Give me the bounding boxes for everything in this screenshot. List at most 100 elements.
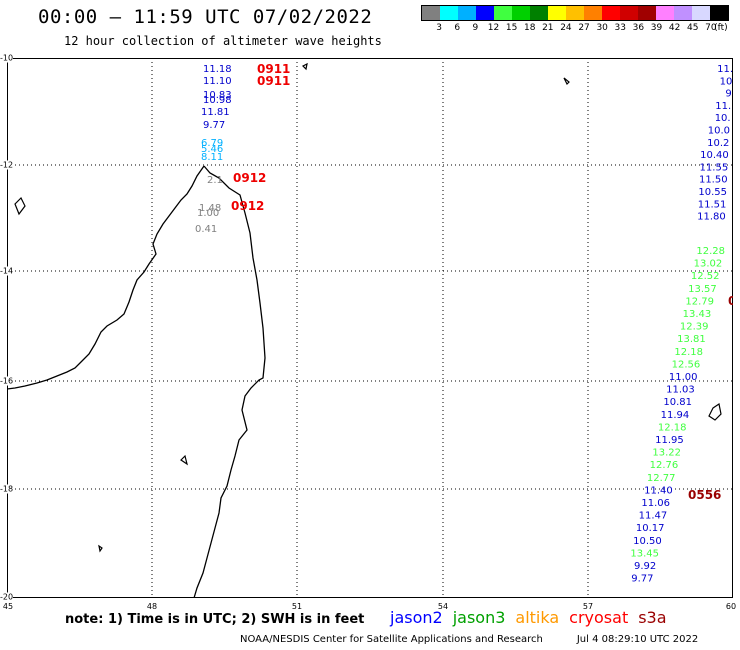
legend-swatch bbox=[566, 6, 584, 20]
legend-color-bar bbox=[421, 5, 729, 21]
swh-value: 1.00 bbox=[197, 208, 219, 219]
swh-value: 6.79 bbox=[201, 138, 223, 149]
legend-swatch bbox=[512, 6, 530, 20]
credit-text: NOAA/NESDIS Center for Satellite Applica… bbox=[240, 634, 543, 645]
lat-label-10: -10 bbox=[0, 53, 14, 63]
swh-value: 13.81 bbox=[677, 334, 706, 345]
swh-value: 9.92 bbox=[634, 561, 656, 572]
legend-swatch bbox=[656, 6, 674, 20]
swh-value: 11.40 bbox=[644, 485, 673, 496]
satellite-cryosat: cryosat bbox=[569, 608, 629, 627]
madagascar-coastline bbox=[7, 165, 266, 598]
swh-value: 11.47 bbox=[639, 511, 668, 522]
swh-value: 13.22 bbox=[652, 448, 681, 459]
legend-swatch bbox=[458, 6, 476, 20]
legend-tick-label: 24 bbox=[560, 23, 572, 33]
lon-label-48: 48 bbox=[146, 602, 158, 611]
legend-tick-label: 39 bbox=[650, 23, 663, 33]
legend-swatch bbox=[422, 6, 440, 20]
swh-value: 11.50 bbox=[699, 175, 728, 186]
legend-ticks: 3 6 9 12 15 18 21 24 27 30 33 36 39 42 45 70 (ft) bbox=[421, 21, 729, 35]
swh-value: 13.45 bbox=[630, 548, 659, 559]
legend-tick-label: 21 bbox=[542, 23, 554, 33]
legend-swatch bbox=[548, 6, 566, 20]
satellite-s3a: s3a bbox=[638, 608, 667, 627]
swh-value: 9 bbox=[725, 89, 731, 100]
swh-value: 10.2 bbox=[707, 138, 729, 149]
legend-tick-label: 6 bbox=[454, 23, 461, 33]
legend-tick-label: 12 bbox=[487, 23, 500, 33]
wave-height-map: 11.1811.1010.8310.9811.819.776.795.468.1… bbox=[7, 58, 733, 598]
swh-value: 8.11 bbox=[201, 152, 223, 163]
swh-value: 1.48 bbox=[199, 203, 221, 214]
generated-timestamp: Jul 4 08:29:10 UTC 2022 bbox=[576, 634, 699, 645]
pass-time-label: 0911 bbox=[257, 74, 290, 88]
color-legend: 3 6 9 12 15 18 21 24 27 30 33 36 39 42 45 70 (ft) bbox=[421, 5, 729, 35]
legend-tick-label: 3 bbox=[436, 23, 442, 33]
legend-tick-label: 15 bbox=[505, 23, 518, 33]
map-frame bbox=[7, 58, 733, 598]
swh-value: 11. bbox=[717, 64, 733, 75]
swh-value: 10.17 bbox=[636, 523, 665, 534]
swh-value: 10.83 bbox=[203, 90, 232, 101]
swh-value: 10.98 bbox=[203, 95, 232, 106]
legend-swatch bbox=[674, 6, 692, 20]
swh-value: 11.55 bbox=[700, 162, 729, 173]
swh-value: 11.95 bbox=[655, 435, 684, 446]
swh-value: 0.41 bbox=[195, 224, 217, 235]
pass-time-label: 0556 bbox=[688, 488, 721, 502]
legend-swatch bbox=[692, 6, 710, 20]
swh-value: 13.57 bbox=[688, 284, 717, 295]
swh-value: 9.77 bbox=[631, 574, 653, 585]
lon-label-54: 54 bbox=[437, 602, 449, 611]
swh-value: 12.56 bbox=[672, 359, 701, 370]
satellite-jason2: jason2 bbox=[390, 608, 443, 627]
swh-value: 13.43 bbox=[683, 309, 712, 320]
swh-value: 12.79 bbox=[685, 296, 714, 307]
lat-label-14: -14 bbox=[0, 266, 14, 276]
swh-value: 12.18 bbox=[674, 347, 703, 358]
lat-label-20: -20 bbox=[0, 592, 14, 602]
swh-value: 5.46 bbox=[201, 144, 223, 155]
small-islands bbox=[14, 62, 722, 553]
swh-value: 2.1 bbox=[207, 175, 223, 186]
lat-label-18: -18 bbox=[0, 484, 14, 494]
satellite-jason3: jason3 bbox=[452, 608, 506, 627]
swh-value: 10.40 bbox=[700, 150, 729, 161]
swh-value: 11.51 bbox=[698, 199, 727, 210]
swh-value: 12.18 bbox=[658, 422, 687, 433]
lon-label-57: 57 bbox=[582, 602, 594, 611]
legend-swatch bbox=[476, 6, 494, 20]
swh-value: 9.77 bbox=[203, 120, 225, 131]
swh-value: 11. bbox=[715, 101, 731, 112]
lon-label-60: 60 bbox=[725, 602, 737, 611]
legend-tick-label: 42 bbox=[668, 23, 681, 33]
swh-value: 10. bbox=[715, 113, 731, 124]
footer-credit: NOAA/NESDIS Center for Satellite Applica… bbox=[240, 634, 732, 645]
legend-swatch bbox=[584, 6, 602, 20]
pass-time-label: 0912 bbox=[233, 171, 266, 185]
satellite-legend: jason2 jason3 altika cryosat s3a bbox=[390, 608, 677, 627]
swh-value: 11.80 bbox=[697, 212, 726, 223]
swh-value: 12.28 bbox=[696, 246, 725, 257]
lon-label-51: 51 bbox=[291, 602, 303, 611]
legend-swatch bbox=[602, 6, 620, 20]
swh-value: 11.10 bbox=[203, 76, 232, 87]
lat-label-16: -16 bbox=[0, 376, 14, 386]
swh-value: 13.02 bbox=[694, 259, 723, 270]
legend-tick-label: 18 bbox=[523, 23, 536, 33]
swh-value: 11.94 bbox=[661, 410, 690, 421]
swh-value: 11.00 bbox=[669, 372, 698, 383]
swh-value: 12.77 bbox=[647, 473, 676, 484]
swh-value: 10.50 bbox=[633, 536, 662, 547]
lat-label-12: -12 bbox=[0, 160, 14, 170]
legend-tick-label: 33 bbox=[614, 23, 627, 33]
legend-unit: (ft) bbox=[714, 23, 728, 33]
legend-swatch bbox=[710, 6, 728, 20]
swh-value: 11.06 bbox=[641, 498, 670, 509]
legend-swatch bbox=[494, 6, 512, 20]
satellite-altika: altika bbox=[515, 608, 560, 627]
footer-note: note: 1) Time is in UTC; 2) SWH is in fe… bbox=[65, 612, 365, 627]
legend-swatch bbox=[638, 6, 656, 20]
lon-label-45: 45 bbox=[2, 602, 14, 611]
